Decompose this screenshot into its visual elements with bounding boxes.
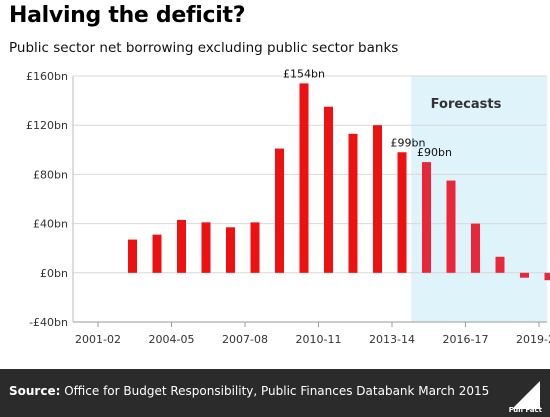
source-footer: Source: Office for Budget Responsibility… — [0, 369, 550, 417]
y-tick-label: £40bn — [33, 218, 68, 231]
forecast-label: Forecasts — [431, 97, 502, 112]
source-line: Source: Office for Budget Responsibility… — [9, 384, 489, 398]
bar — [471, 223, 480, 273]
bar — [226, 227, 235, 273]
bar — [520, 272, 529, 278]
bar — [397, 152, 407, 273]
bar — [128, 239, 137, 273]
bar — [373, 125, 382, 273]
x-tick-label: 2001-02 — [75, 333, 121, 346]
y-tick-label: £0bn — [40, 267, 68, 280]
x-tick-label: 2004-05 — [149, 333, 195, 346]
x-tick-label: 2007-08 — [222, 333, 268, 346]
x-tick-label: 2013-14 — [369, 333, 415, 346]
forecast-band — [411, 76, 547, 322]
bar — [250, 222, 260, 273]
source-text: Office for Budget Responsibility, Public… — [64, 384, 490, 398]
chart-title: Halving the deficit? — [9, 3, 246, 28]
bar — [348, 133, 358, 273]
bar — [544, 272, 550, 281]
y-tick-label: £160bn — [26, 70, 68, 83]
x-tick-label: 2016-17 — [443, 333, 489, 346]
bar — [152, 234, 162, 273]
chart-subtitle: Public sector net borrowing excluding pu… — [9, 40, 399, 56]
y-tick-label: £120bn — [26, 119, 68, 132]
bar — [495, 256, 505, 273]
logo-text: Full Fact — [508, 406, 542, 414]
y-tick-label: -£40bn — [29, 316, 68, 329]
y-tick-label: £80bn — [33, 168, 68, 181]
bar — [422, 162, 431, 273]
x-tick-label: 2010-11 — [296, 333, 342, 346]
data-label: £90bn — [417, 146, 452, 159]
data-label: £99bn — [391, 136, 426, 149]
bar — [177, 219, 186, 273]
bar — [446, 180, 456, 273]
bar — [275, 148, 284, 273]
bar — [324, 106, 333, 273]
full-fact-logo-icon — [512, 381, 540, 409]
data-label: £154bn — [283, 67, 325, 80]
bar — [299, 83, 309, 273]
x-tick-label: 2019-20 — [516, 333, 550, 346]
bar-chart: -£40bn £0bn £40bn £80bn £120bn £160bn 2001-02 2… — [26, 67, 550, 346]
source-label: Source: — [9, 384, 61, 398]
bar — [201, 222, 211, 273]
